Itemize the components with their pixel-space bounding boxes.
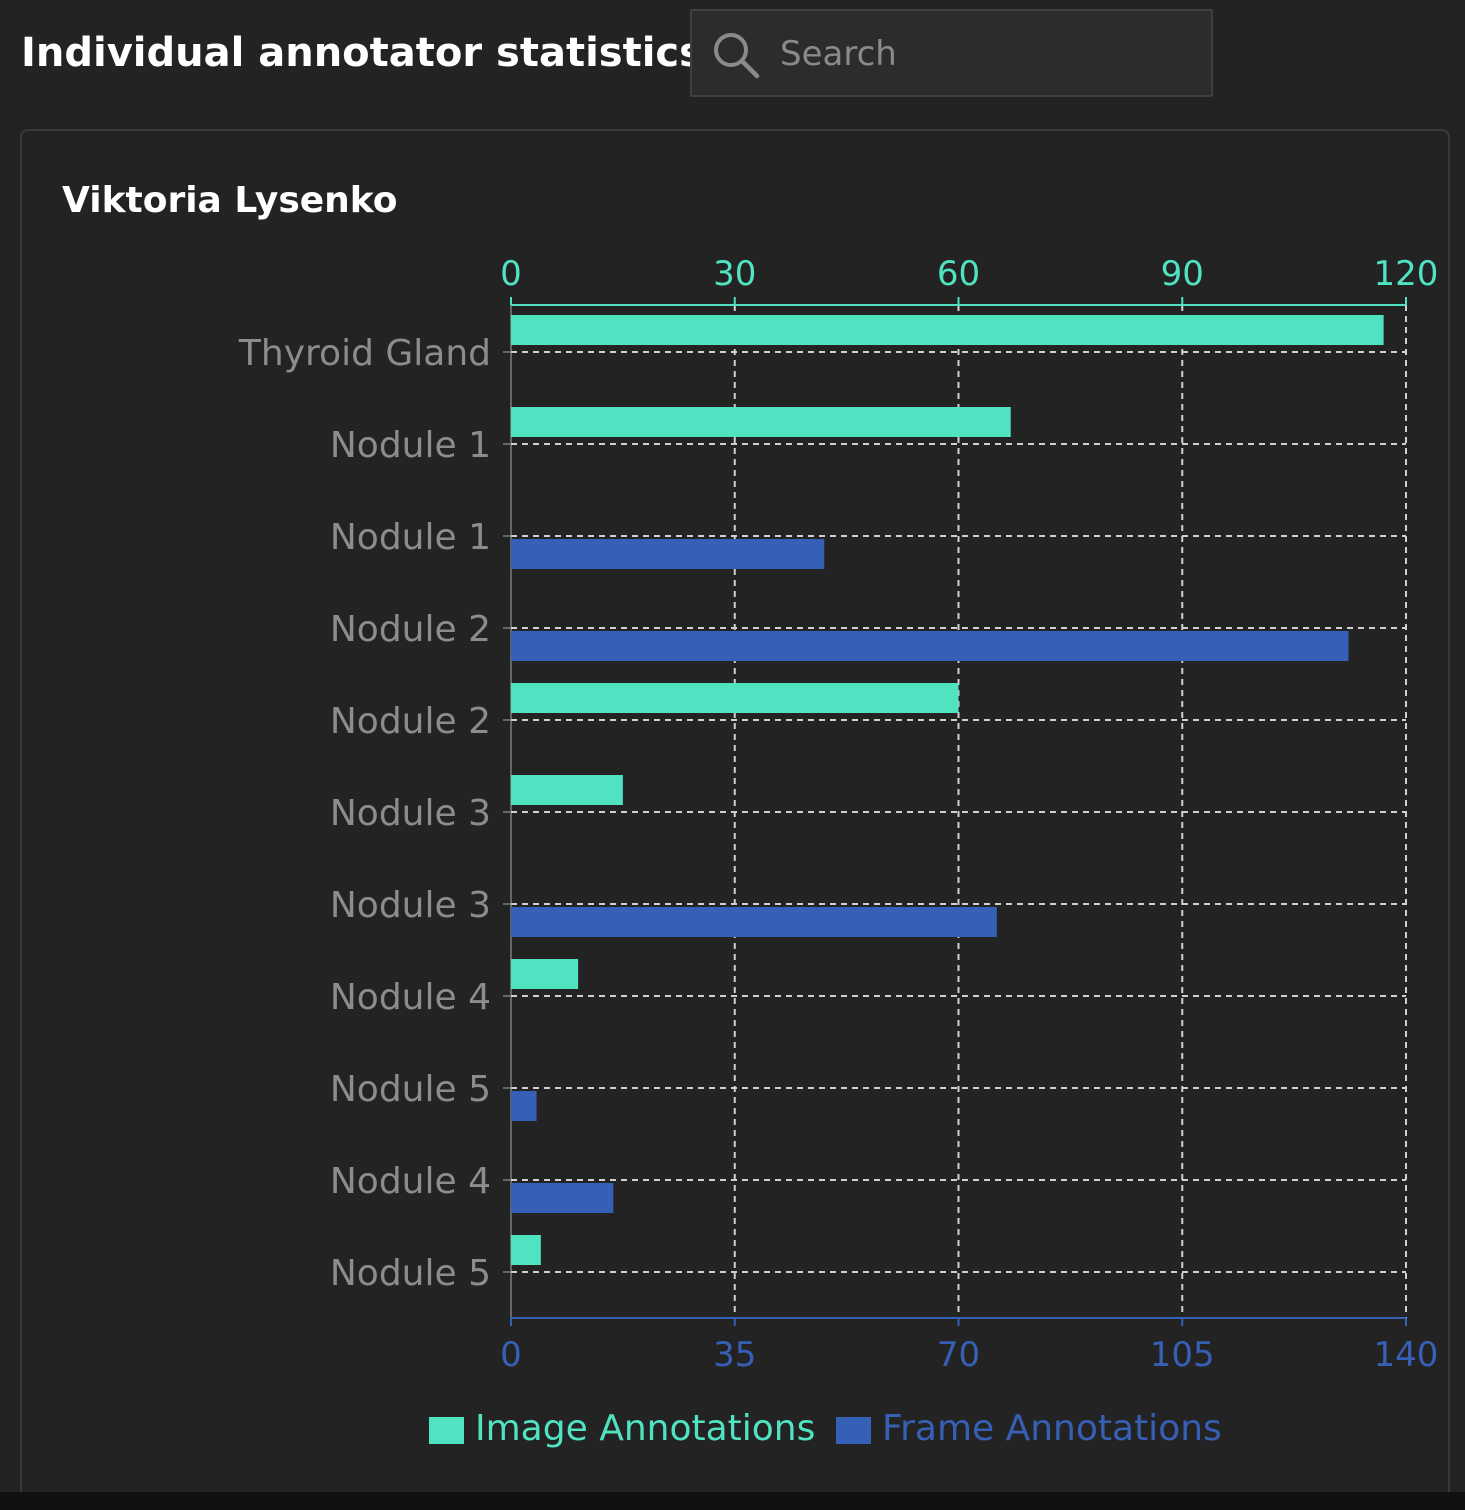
bar-image-annotations (511, 959, 579, 989)
legend-swatch-image (429, 1417, 464, 1444)
legend-swatch-frame (836, 1417, 871, 1444)
category-label: Nodule 2 (330, 609, 491, 650)
bar-image-annotations (511, 315, 1384, 345)
top-axis-tick-label: 90 (1161, 254, 1204, 294)
top-axis-tick-label: 0 (500, 254, 522, 294)
category-label: Nodule 3 (330, 885, 491, 926)
bottom-axis-tick-label: 105 (1150, 1335, 1215, 1375)
category-label: Nodule 4 (330, 1161, 491, 1202)
bottom-axis-tick-label: 140 (1374, 1335, 1439, 1375)
category-label: Nodule 4 (330, 977, 491, 1018)
category-label: Nodule 2 (330, 701, 491, 742)
category-label: Nodule 5 (330, 1253, 491, 1294)
category-label: Thyroid Gland (238, 333, 491, 374)
bottom-axis-tick-label: 70 (937, 1335, 980, 1375)
page-title: Individual annotator statistics (21, 30, 703, 76)
category-label: Nodule 5 (330, 1069, 491, 1110)
bar-image-annotations (511, 683, 959, 713)
category-label: Nodule 1 (330, 517, 491, 558)
top-axis-tick-label: 60 (937, 254, 980, 294)
annotator-name: Viktoria Lysenko (62, 180, 398, 221)
search-icon (714, 33, 760, 79)
category-label: Nodule 1 (330, 425, 491, 466)
legend-label-image: Image Annotations (475, 1408, 815, 1449)
bottom-axis-tick-label: 0 (500, 1335, 522, 1375)
search-input[interactable] (778, 21, 1202, 87)
bar-frame-annotations (511, 539, 825, 569)
annotator-card (20, 129, 1450, 1510)
bottom-strip (0, 1492, 1465, 1510)
bottom-axis-tick-label: 35 (713, 1335, 756, 1375)
category-label: Nodule 3 (330, 793, 491, 834)
bar-frame-annotations (511, 1183, 614, 1213)
search-box[interactable] (690, 9, 1213, 97)
top-axis-tick-label: 30 (713, 254, 756, 294)
bar-frame-annotations (511, 907, 997, 937)
bar-frame-annotations (511, 631, 1349, 661)
top-axis-tick-label: 120 (1374, 254, 1439, 294)
legend-label-frame: Frame Annotations (882, 1408, 1222, 1449)
bar-image-annotations (511, 775, 623, 805)
bar-frame-annotations (511, 1091, 537, 1121)
bar-image-annotations (511, 407, 1011, 437)
bar-image-annotations (511, 1235, 541, 1265)
